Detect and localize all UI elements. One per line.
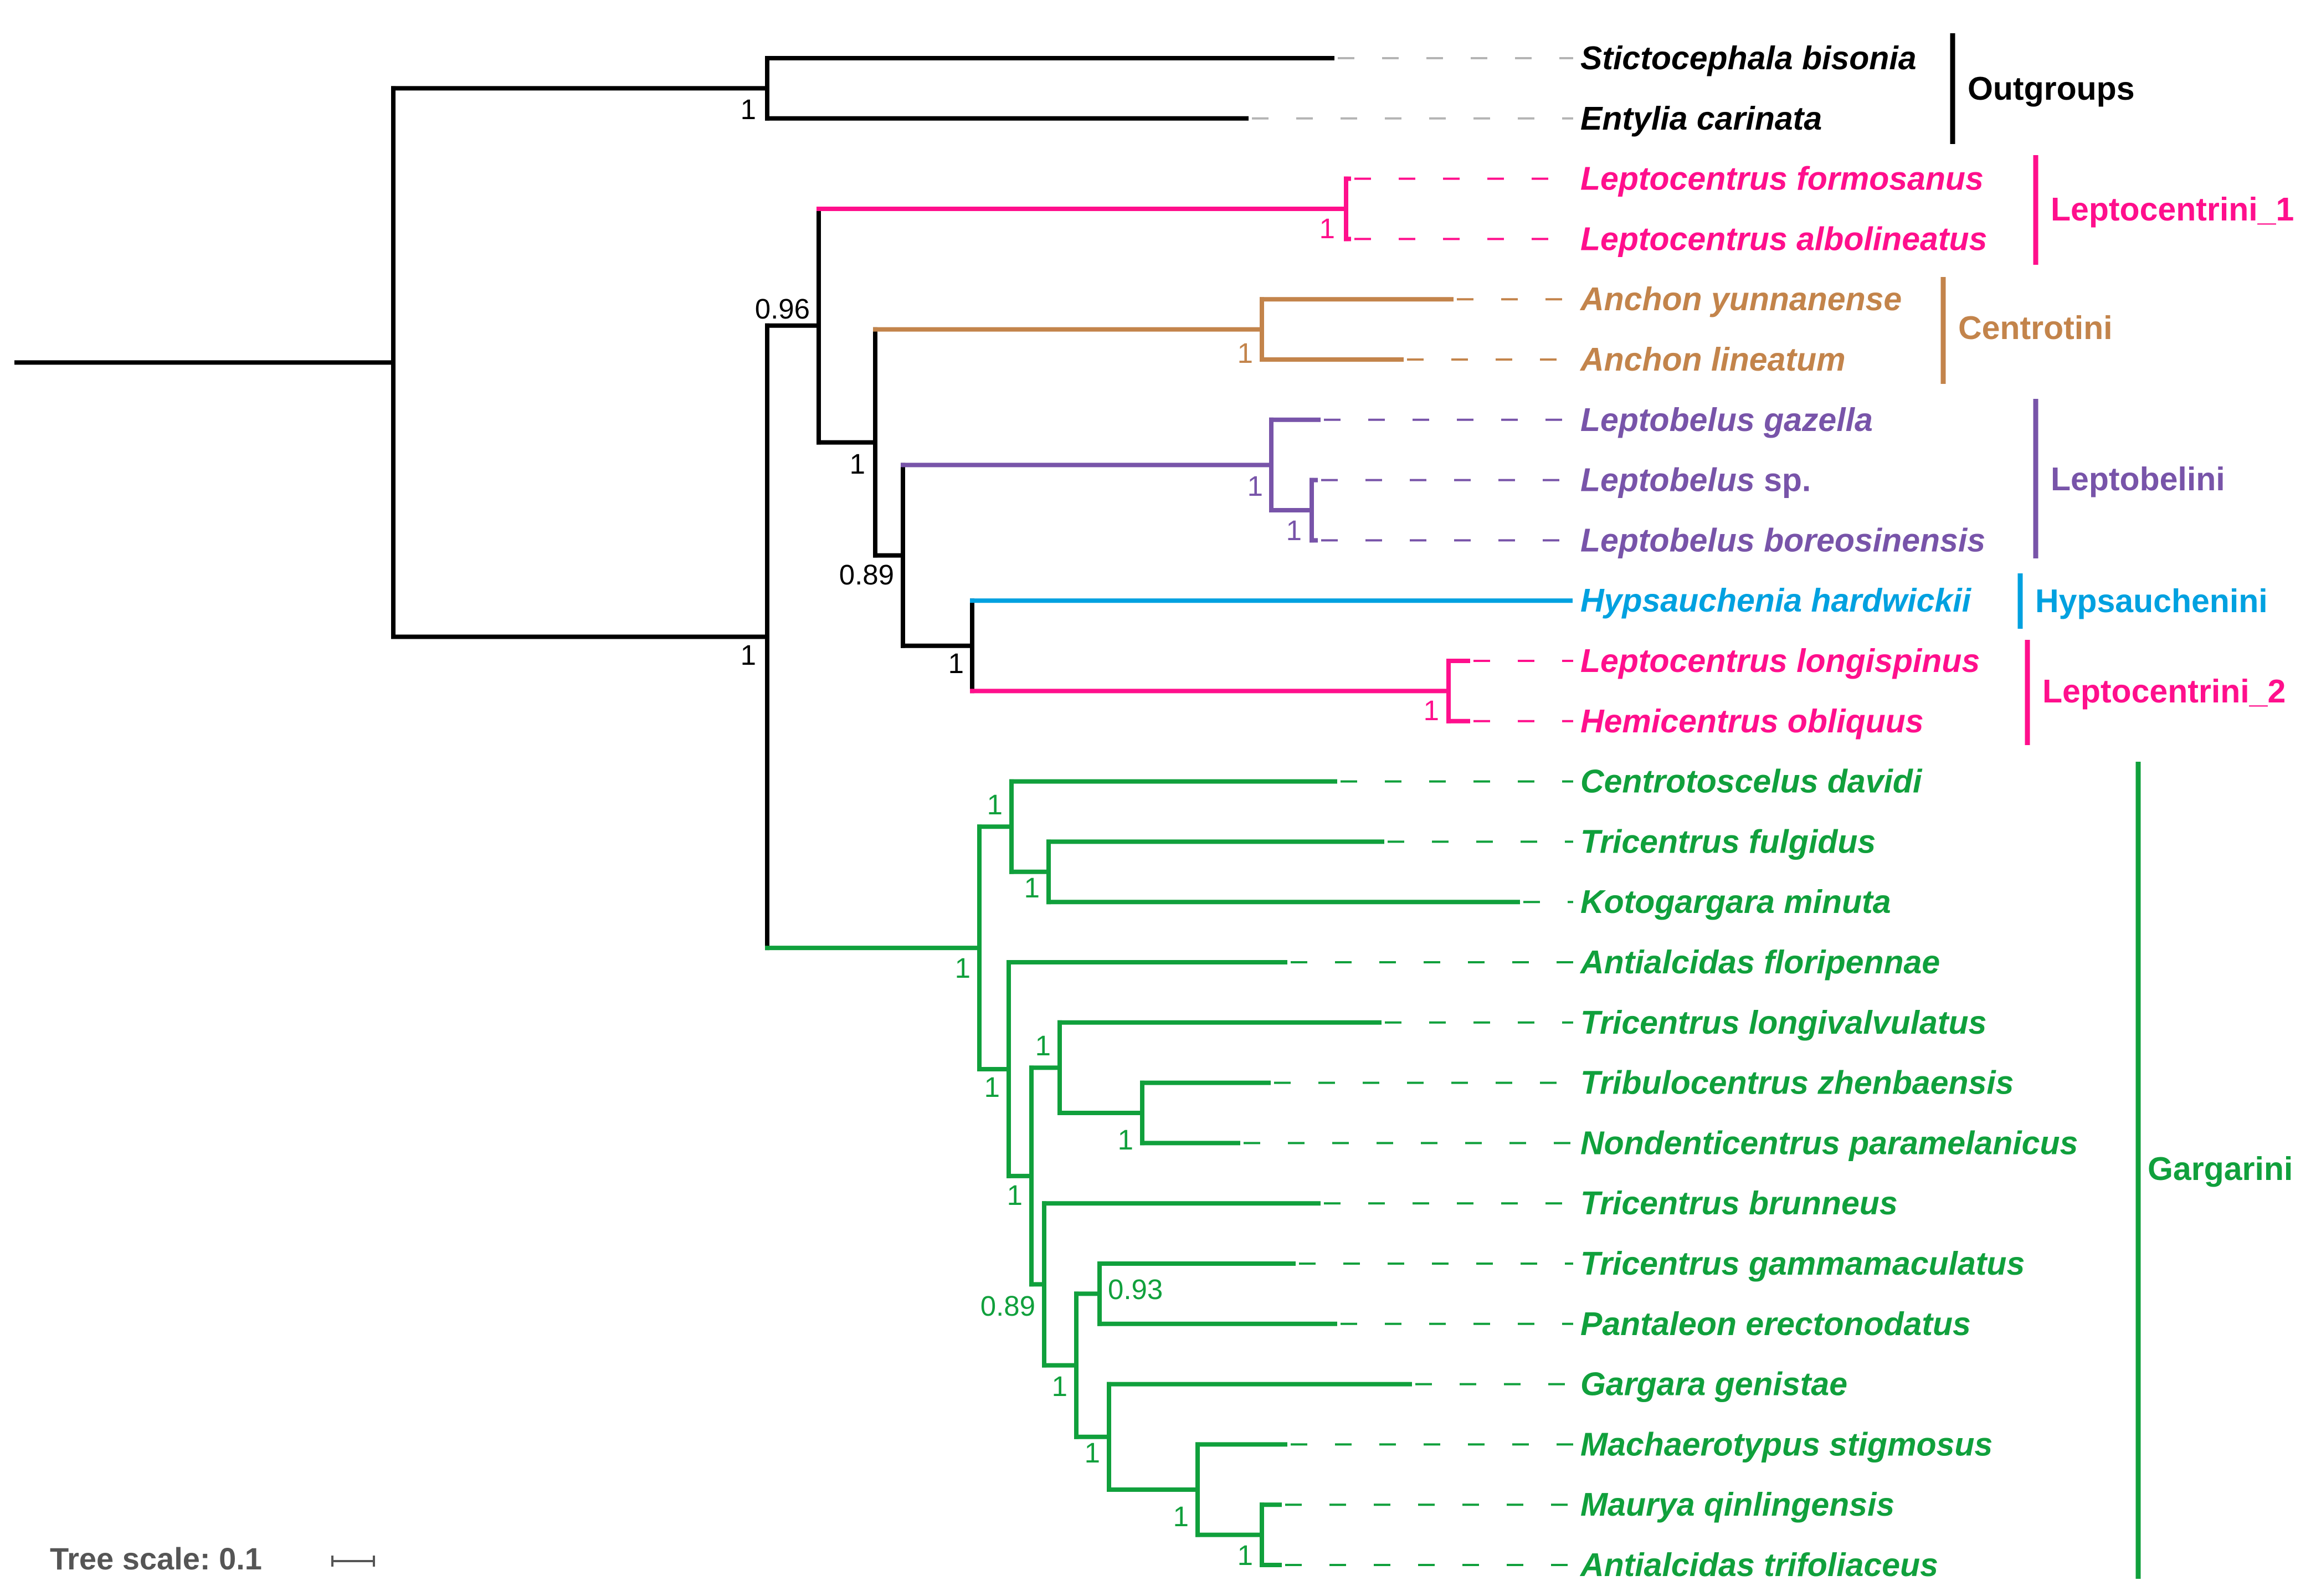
- taxon-label-alineatum: Anchon lineatum: [1579, 341, 1846, 378]
- support-centrotini: 1: [1237, 337, 1253, 369]
- taxon-label-tfulgidus: Tricentrus fulgidus: [1580, 823, 1876, 860]
- support-g_tzhen_nparam: 1: [1118, 1124, 1133, 1156]
- taxon-label-stictocephala: Stictocephala bisonia: [1580, 40, 1917, 76]
- support-centro_rest: 1: [850, 448, 865, 480]
- support-hyps_lep2: 1: [948, 648, 964, 679]
- taxon-label-perectonodatus: Pantaleon erectonodatus: [1580, 1306, 1971, 1342]
- support-g_tgamma_perecto: 0.93: [1108, 1274, 1163, 1305]
- support-gargarini: 1: [955, 952, 970, 984]
- taxon-label-cdavidi: Centrotoscelus davidi: [1580, 763, 1923, 800]
- support-lepto_hyps: 0.89: [839, 559, 894, 591]
- taxon-label-hhardwickii: Hypsauchenia hardwickii: [1580, 582, 1972, 619]
- support-g_tbrunneus_rest: 0.89: [980, 1290, 1035, 1322]
- taxon-label-tzhenbaensis: Tribulocentrus zhenbaensis: [1580, 1065, 2014, 1101]
- taxon-label-lsp: Leptobelus sp.: [1580, 462, 1811, 499]
- support-lep1_centro_etc: 0.96: [755, 293, 810, 325]
- group-label-gargarini: Gargarini: [2148, 1151, 2293, 1187]
- support-maurya-antialcidas: 1: [1237, 1539, 1253, 1571]
- taxon-label-tgammamaculatus: Tricentrus gammamaculatus: [1580, 1245, 2025, 1282]
- support-g_gg_rest: 1: [1052, 1371, 1067, 1402]
- taxon-label-lalbolineatus: Leptocentrus albolineatus: [1580, 220, 1987, 257]
- taxon-label-atrifoliaceus: Antialcidas trifoliaceus: [1579, 1547, 1938, 1583]
- taxon-label-tlongivalvulatus: Tricentrus longivalvulatus: [1580, 1004, 1986, 1041]
- support-g_rest2: 1: [1007, 1179, 1023, 1211]
- group-label-leptocentrini_1: Leptocentrini_1: [2051, 191, 2294, 228]
- support-leptocentrini_2: 1: [1424, 695, 1439, 726]
- support-g_mach_rest: 1: [1085, 1437, 1100, 1469]
- taxon-label-ggenistae: Gargara genistae: [1580, 1366, 1847, 1403]
- support-root_ingroup: 1: [741, 639, 756, 671]
- taxon-label-entylia: Entylia carinata: [1580, 100, 1822, 137]
- group-label-hypsauchenini: Hypsauchenini: [2035, 583, 2268, 619]
- tree-scale-label: Tree scale: 0.1: [50, 1541, 262, 1576]
- group-label-leptocentrini_2: Leptocentrini_2: [2042, 673, 2286, 710]
- taxon-label-nparamelanicus: Nondenticentrus paramelanicus: [1580, 1125, 2078, 1161]
- taxon-label-mqinlingensis: Maurya qinlingensis: [1580, 1486, 1894, 1523]
- taxon-label-hobliquus: Hemicentrus obliquus: [1580, 703, 1924, 740]
- taxon-label-afloripennae: Antialcidas floripennae: [1579, 944, 1940, 981]
- support-g_cdavidi_clade: 1: [987, 789, 1003, 820]
- taxon-label-mstigmosus: Machaerotypus stigmosus: [1580, 1426, 1993, 1462]
- support-g_maurya_anti: 1: [1173, 1501, 1189, 1532]
- support-g_tlongi_clade: 1: [1035, 1030, 1051, 1061]
- support-g_rest: 1: [984, 1071, 1000, 1103]
- group-label-centrotini: Centrotini: [1958, 310, 2113, 346]
- taxon-label-lboreosinensis: Leptobelus boreosinensis: [1580, 522, 1985, 558]
- group-label-leptobelini: Leptobelini: [2051, 461, 2225, 497]
- taxon-label-tbrunneus: Tricentrus brunneus: [1580, 1185, 1898, 1222]
- support-leptobelus_inner: 1: [1286, 515, 1302, 546]
- support-g_tfulgidus_kminuta: 1: [1024, 872, 1040, 904]
- taxon-label-lformosanus: Leptocentrus formosanus: [1580, 161, 1984, 197]
- taxon-label-kminuta: Kotogargara minuta: [1580, 884, 1891, 920]
- support-leptocentrini_1: 1: [1319, 213, 1335, 244]
- tree-scale-bar: [331, 1556, 375, 1567]
- taxon-label-ayunnanense: Anchon yunnanense: [1579, 281, 1902, 317]
- taxon-label-lgazella: Leptobelus gazella: [1580, 402, 1873, 438]
- support-outgroups: 1: [741, 94, 756, 125]
- taxon-label-llongispinus: Leptocentrus longispinus: [1580, 643, 1980, 679]
- group-label-outgroups: Outgroups: [1968, 70, 2135, 107]
- support-leptobelini: 1: [1247, 470, 1263, 502]
